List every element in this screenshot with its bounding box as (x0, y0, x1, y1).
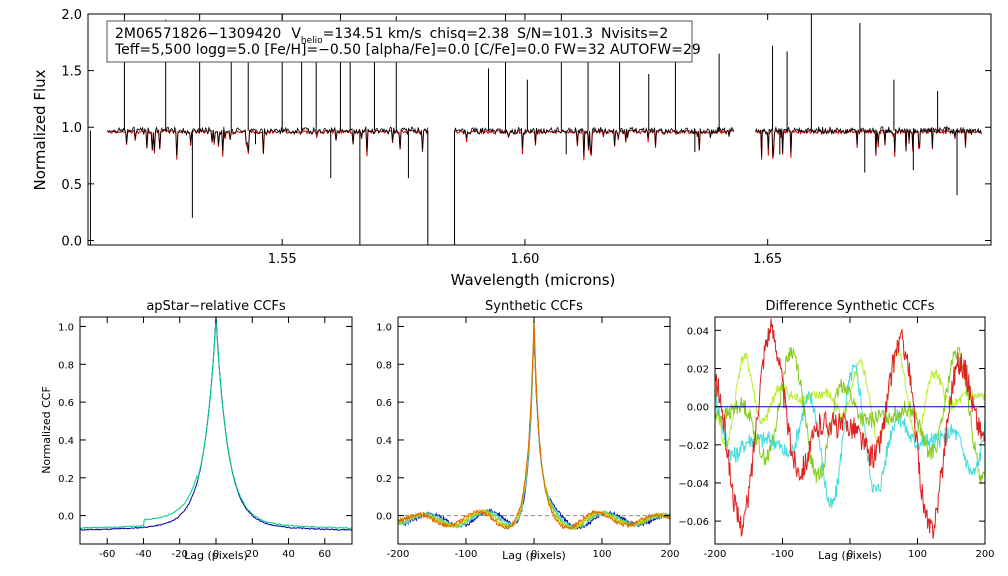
observed-spectrum-line (454, 126, 735, 157)
y-tick-label: 0.00 (687, 403, 709, 414)
star-id: 2M06571826−1309420 (115, 26, 281, 42)
synthetic-ccf-line (397, 323, 671, 531)
annotation-frame (106, 20, 693, 63)
y-tick-label: 0.2 (376, 474, 392, 485)
apstar-ccf-x-label: Lag (pixels) (184, 549, 248, 562)
y-tick-label: 1.0 (58, 322, 74, 333)
vhelio-prefix: V (291, 26, 301, 42)
apstar-ccf-title: apStar−relative CCFs (146, 299, 286, 314)
observed-spectrum-line (755, 125, 982, 157)
y-tick-label: 0.0 (61, 234, 82, 249)
difference-ccf-line (714, 318, 986, 539)
apstar-ccf-line (79, 318, 353, 530)
vhelio-value: =134.51 km/s (323, 26, 422, 42)
x-tick-label: 1.65 (753, 252, 782, 267)
y-tick-label: 0.4 (376, 436, 392, 447)
y-tick-label: 0.6 (376, 398, 392, 409)
synthetic-ccf-axes-frame (397, 316, 671, 545)
difference-ccf-line (714, 348, 986, 448)
x-tick-label: 1.60 (510, 252, 539, 267)
annotation-box: 2M06571826−1309420 Vhelio=134.51 km/s chis… (106, 20, 701, 63)
x-tick-label: -100 (455, 549, 478, 560)
x-tick-label: -20 (172, 549, 188, 560)
difference-ccf-line (714, 364, 986, 509)
synthetic-ccf-line (397, 320, 671, 531)
spectrum-y-label: Normalized Flux (31, 69, 49, 190)
nvisits-value: Nvisits=2 (601, 26, 668, 42)
annotation-line-2: Teff=5,500 logg=5.0 [Fe/H]=−0.50 [alpha/… (114, 42, 701, 58)
chisq-value: chisq=2.38 (430, 26, 510, 42)
x-tick-label: 100 (592, 549, 611, 560)
x-tick-label: 0 (213, 549, 219, 560)
model-spectrum-line (755, 128, 982, 160)
y-tick-label: −0.04 (678, 479, 709, 490)
y-tick-label: 2.0 (61, 8, 82, 23)
y-tick-label: 1.0 (61, 121, 82, 136)
y-tick-label: 0.04 (687, 326, 709, 337)
x-tick-label: 20 (246, 549, 259, 560)
spectrum-x-label: Wavelength (microns) (451, 271, 616, 289)
difference-ccf-line (714, 346, 986, 485)
synthetic-ccf-x-label: Lag (pixels) (502, 549, 566, 562)
x-tick-label: 1.55 (268, 252, 297, 267)
synthetic-ccf-panel: -200 -100 0 100 200 0.0 0.2 0.4 0.6 0.8 1.0 Synthe… (376, 299, 679, 562)
y-tick-label: 0.0 (58, 512, 74, 523)
apstar-ccf-line (79, 316, 353, 531)
x-tick-label: -200 (704, 549, 727, 560)
x-tick-label: 60 (318, 549, 331, 560)
snr-value: S/N=101.3 (517, 26, 593, 42)
difference-ccf-x-label: Lag (pixels) (818, 549, 882, 562)
synthetic-ccf-title: Synthetic CCFs (485, 299, 583, 314)
apstar-ccf-panel: -60 -40 -20 0 20 40 60 0.0 0.2 0.4 0.6 0.8 1.0 apSta… (40, 299, 353, 562)
y-tick-label: 0.0 (376, 512, 392, 523)
difference-ccf-panel: -200 -100 0 100 200 −0.06 −0.04 −0.02 0.00 0.02 0.… (678, 299, 994, 562)
y-tick-label: 0.2 (58, 474, 74, 485)
model-spectrum-line (454, 128, 735, 161)
synthetic-ccf-line (397, 317, 671, 531)
y-tick-label: 0.02 (687, 365, 709, 376)
x-tick-label: -60 (99, 549, 115, 560)
y-tick-label: −0.06 (678, 517, 709, 528)
x-tick-label: 100 (908, 549, 927, 560)
annotation-line-1: 2M06571826−1309420 Vhelio=134.51 km/s chis… (115, 26, 668, 46)
y-tick-label: 0.8 (58, 360, 74, 371)
y-tick-label: 1.5 (61, 65, 82, 80)
synthetic-ccf-line (397, 330, 671, 531)
observed-spectrum-line (107, 125, 429, 156)
vhelio-subscript: helio (301, 36, 323, 46)
x-tick-label: 200 (660, 549, 679, 560)
x-tick-label: 0 (531, 549, 537, 560)
y-tick-label: 0.4 (58, 436, 74, 447)
synthetic-ccf-line (397, 326, 671, 531)
y-tick-label: 0.6 (58, 398, 74, 409)
difference-ccf-title: Difference Synthetic CCFs (765, 299, 934, 314)
y-tick-label: −0.02 (678, 441, 709, 452)
y-tick-label: 1.0 (376, 322, 392, 333)
y-tick-label: 0.5 (61, 178, 82, 193)
apstar-ccf-y-label: Normalized CCF (40, 386, 53, 474)
x-tick-label: 40 (282, 549, 295, 560)
x-tick-label: -40 (135, 549, 151, 560)
x-tick-label: -100 (771, 549, 794, 560)
x-tick-label: 0 (847, 549, 853, 560)
spectrum-panel: 1.55 1.60 1.65 0.0 0.5 1.0 1.5 2.0 Wavelength (… (31, 8, 992, 289)
y-tick-label: 0.8 (376, 360, 392, 371)
x-tick-label: 200 (975, 549, 994, 560)
x-tick-label: -200 (387, 549, 410, 560)
spectrum-axes-frame (87, 13, 992, 246)
apstar-ccf-axes-frame (79, 316, 353, 545)
